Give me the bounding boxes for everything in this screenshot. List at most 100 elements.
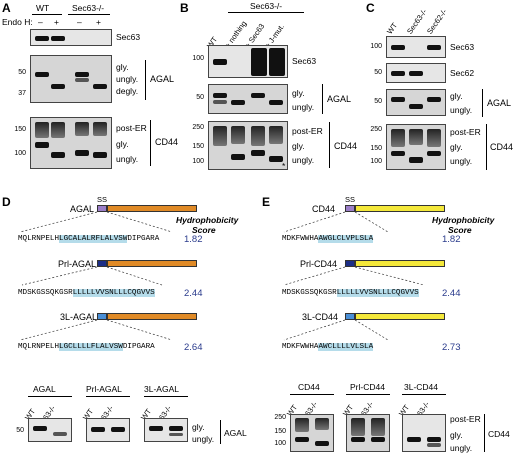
lane-header-sec63-ko: Sec63-/- xyxy=(72,3,105,13)
blot-d-tick-50: 50 xyxy=(16,427,24,434)
construct-cd44-name: CD44 xyxy=(312,204,336,214)
blot-c-cd44 xyxy=(386,124,446,170)
sign-2: + xyxy=(54,17,59,27)
blot-e-tick-250: 250 xyxy=(274,414,286,421)
blot-c-sec62-label: Sec62 xyxy=(450,68,475,78)
band-post-er: post-ER xyxy=(292,126,323,136)
blot-a-agal xyxy=(30,55,112,103)
band-ungly: ungly. xyxy=(450,443,473,453)
endo-h-label: Endo H: xyxy=(2,17,33,27)
sequence-prl-agal: MDSKGSSQKGSRLLLLLVVSNLLLCQGVVS xyxy=(18,289,155,297)
blot-c-sec63-tick-100: 100 xyxy=(370,43,382,50)
band-gly: gly. xyxy=(116,139,129,149)
blot-b-agal xyxy=(208,84,288,114)
construct-3l-cd44-name: 3L-CD44 xyxy=(302,312,339,322)
blot-a-cd44-label: CD44 xyxy=(155,137,179,147)
blot-c-sec62 xyxy=(386,63,446,83)
blot-c-agal-label: AGAL xyxy=(487,98,512,108)
blot-d1-title: AGAL xyxy=(33,384,56,394)
lane-header-sec63-ko: Sec63-/- xyxy=(250,1,283,11)
blot-b-cd44-tick-250: 250 xyxy=(192,124,204,131)
score-header-1: Hydrophobicity xyxy=(432,215,495,225)
blot-a-sec63-label: Sec63 xyxy=(116,32,141,42)
blot-a-cd44-tick-100: 100 xyxy=(14,150,26,157)
blot-b-cd44-tick-100: 100 xyxy=(192,158,204,165)
blot-e2-title: Prl-CD44 xyxy=(350,382,385,392)
band-ungly: ungly. xyxy=(450,105,473,115)
blot-a-sec63 xyxy=(30,29,112,46)
blot-d2-title: Prl-AGAL xyxy=(86,384,122,394)
mature-domain-bar xyxy=(355,205,445,212)
construct-prl-cd44-name: Prl-CD44 xyxy=(300,259,338,269)
sequence-agal: MQLRNPELHLGCALALRFLALVSWDIPGARA xyxy=(18,235,160,243)
ss-label: SS xyxy=(345,195,356,204)
band-ungly: ungly. xyxy=(116,74,139,84)
sequence-prl-cd44: MDSKGSSQKGSRLLLLLVVSNLLLCQGVVS xyxy=(282,289,419,297)
mature-domain-bar xyxy=(107,260,197,267)
band-gly: gly. xyxy=(116,62,129,72)
blot-e3-title: 3L-CD44 xyxy=(404,382,439,392)
blot-e-side-label: CD44 xyxy=(488,429,510,439)
blot-b-agal-label: AGAL xyxy=(327,94,352,104)
lane-header-wt: WT xyxy=(36,3,50,13)
blot-a-cd44 xyxy=(30,117,112,169)
blot-e-tick-150: 150 xyxy=(274,428,286,435)
signal-sequence-3l xyxy=(345,313,355,320)
score-3l-agal: 2.64 xyxy=(184,342,203,353)
band-gly: gly. xyxy=(450,430,463,440)
blot-e3 xyxy=(402,414,446,452)
sign-4: + xyxy=(96,17,101,27)
blot-c-sec63 xyxy=(386,36,446,58)
blot-e1-title: CD44 xyxy=(298,382,320,392)
blot-a-cd44-tick-150: 150 xyxy=(14,126,26,133)
blot-d-side-label: AGAL xyxy=(224,428,247,438)
mature-domain-bar xyxy=(355,313,445,320)
band-gly: gly. xyxy=(292,141,305,151)
score-agal: 1.82 xyxy=(184,234,203,245)
mature-domain-bar xyxy=(107,205,197,212)
score-header-2: Score xyxy=(448,225,472,235)
blot-c-cd44-tick-250: 250 xyxy=(370,126,382,133)
blot-b-sec63-tick-100: 100 xyxy=(192,55,204,62)
blot-e2 xyxy=(346,414,390,452)
blot-b-cd44-tick-150: 150 xyxy=(192,143,204,150)
blot-b-cd44 xyxy=(208,121,288,170)
band-degly: degly. xyxy=(116,86,139,96)
blot-e-tick-100: 100 xyxy=(274,440,286,447)
band-gly: gly. xyxy=(192,422,205,432)
blot-b-sec63-label: Sec63 xyxy=(292,56,317,66)
panel-label-b: B xyxy=(180,1,189,15)
band-gly: gly. xyxy=(450,91,463,101)
ss-label: SS xyxy=(97,195,108,204)
sign-1: – xyxy=(38,17,43,27)
blot-b-agal-tick-50: 50 xyxy=(196,94,204,101)
score-3l-cd44: 2.73 xyxy=(442,342,461,353)
construct-3l-agal-name: 3L-AGAL xyxy=(60,312,98,322)
blot-c-agal xyxy=(386,89,446,116)
signal-sequence-native xyxy=(345,205,355,212)
blot-d3 xyxy=(144,418,188,442)
signal-sequence-prl xyxy=(97,260,107,267)
blot-c-cd44-tick-150: 150 xyxy=(370,145,382,152)
blot-c-cd44-label: CD44 xyxy=(490,142,514,152)
signal-sequence-native xyxy=(97,205,107,212)
score-cd44: 1.82 xyxy=(442,234,461,245)
band-post-er: post-ER xyxy=(450,127,481,137)
band-post-er: post-ER xyxy=(450,414,481,424)
score-prl-agal: 2.44 xyxy=(184,288,203,299)
sequence-cd44: MDKFWWHAAWGLCLVPLSLA xyxy=(282,235,374,243)
band-gly: gly. xyxy=(292,88,305,98)
construct-agal-name: AGAL xyxy=(70,204,95,214)
band-ungly: ungly. xyxy=(450,156,473,166)
construct-prl-agal-name: Prl-AGAL xyxy=(58,259,97,269)
band-gly: gly. xyxy=(450,142,463,152)
blot-d1 xyxy=(28,418,72,442)
band-ungly: ungly. xyxy=(116,154,139,164)
blot-a-agal-tick-37: 37 xyxy=(18,90,26,97)
sequence-3l-agal: MQLRNPELHLGCLLLLFLALVSWDIPGARA xyxy=(18,343,155,351)
blot-d3-title: 3L-AGAL xyxy=(144,384,179,394)
blot-c-agal-tick-50: 50 xyxy=(374,98,382,105)
blot-d2 xyxy=(86,418,130,442)
